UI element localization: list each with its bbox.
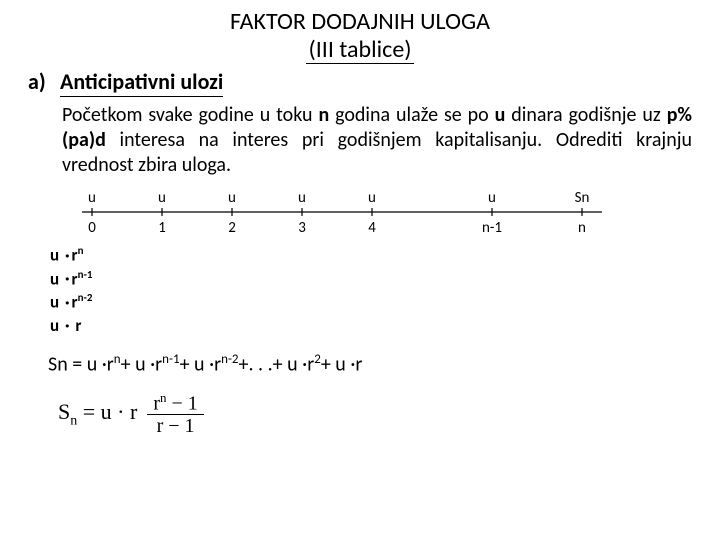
term-2-dot: · xyxy=(63,268,72,289)
formula-numerator: rn − 1 xyxy=(147,391,203,415)
para-b2: u xyxy=(495,103,506,127)
timeline-bottom-label: 2 xyxy=(228,219,236,237)
timeline-top-label: u xyxy=(368,189,376,207)
term-1-sup: n xyxy=(78,244,84,257)
sum-s2: n-1 xyxy=(162,352,179,367)
timeline-bottom-label: 4 xyxy=(368,219,376,237)
term-4-base: u xyxy=(50,315,63,336)
subtitle: (III tablice) xyxy=(306,36,413,65)
page-root: FAKTOR DODAJNIH ULOGA (III tablice) a) A… xyxy=(0,0,720,447)
term-1-dot: · xyxy=(63,245,72,266)
sum-s4: 2 xyxy=(314,352,321,367)
timeline-top-label: u xyxy=(488,189,496,207)
title-block: FAKTOR DODAJNIH ULOGA (III tablice) xyxy=(28,8,692,64)
section-heading: Anticipativni ulozi xyxy=(60,68,223,97)
timeline: u 0 u 1 u 2 u 3 u 4 u n-1 Sn n xyxy=(62,186,692,238)
sum-t5: u ·r xyxy=(335,353,362,377)
sum-t4: u ·r xyxy=(287,353,314,377)
para-post: interesa na interes pri godišnjem kapita… xyxy=(62,128,692,177)
timeline-top-label: u xyxy=(298,189,306,207)
para-mid1: godina ulaže se po xyxy=(329,103,494,127)
term-1-base: u xyxy=(50,245,63,266)
sum-p1: + xyxy=(121,353,135,377)
timeline-bottom-label: 0 xyxy=(88,219,96,237)
term-2-sup: n-1 xyxy=(78,268,93,281)
subtitle-wrap: (III tablice) xyxy=(28,36,692,65)
formula-lhs: Sn = u · r xyxy=(58,399,137,429)
sum-s1: n xyxy=(114,352,121,367)
timeline-top-label: u xyxy=(88,189,96,207)
sum-s3: n-2 xyxy=(221,352,238,367)
term-3-base: u xyxy=(50,292,63,313)
formula-fraction: rn − 1 r − 1 xyxy=(147,391,203,438)
term-3: u ·rn-2 xyxy=(50,291,692,315)
term-1: u ·rn xyxy=(50,244,692,268)
main-title: FAKTOR DODAJNIH ULOGA xyxy=(28,8,692,36)
sum-p2: + xyxy=(180,353,194,377)
sum-p4: + xyxy=(321,353,335,377)
formula-S: S xyxy=(58,399,70,424)
term-4-dot: · xyxy=(63,315,72,336)
para-b1: n xyxy=(318,103,329,127)
timeline-bottom-label: 3 xyxy=(298,219,306,237)
formula-eq: = u · r xyxy=(77,399,137,424)
term-2-base: u xyxy=(50,268,63,289)
timeline-top-label: u xyxy=(158,189,166,207)
formula-num-a: r xyxy=(153,392,160,414)
para-mid2: dinara godišnje uz xyxy=(505,103,666,127)
term-3-dot: · xyxy=(63,292,72,313)
para-pre1: Početkom svake godine u toku xyxy=(62,103,318,127)
problem-paragraph: Početkom svake godine u toku n godina ul… xyxy=(62,103,692,178)
closed-form-formula: Sn = u · r rn − 1 r − 1 xyxy=(58,391,692,438)
timeline-bottom-label: n xyxy=(578,219,586,237)
timeline-bottom-label: n-1 xyxy=(482,219,502,237)
sum-dots: +. . .+ xyxy=(239,353,288,377)
formula-num-b: − 1 xyxy=(166,392,197,414)
sum-line: Sn = u ·rn+ u ·rn-1+ u ·rn-2+. . .+ u ·r… xyxy=(48,352,692,377)
timeline-svg: u 0 u 1 u 2 u 3 u 4 u n-1 Sn n xyxy=(62,186,622,238)
sum-t3: u ·r xyxy=(194,353,221,377)
term-4-r: r xyxy=(72,315,82,336)
term-3-sup: n-2 xyxy=(78,291,93,304)
formula-denominator: r − 1 xyxy=(151,415,201,437)
sum-t1: u ·r xyxy=(87,353,114,377)
term-4: u · r xyxy=(50,315,692,338)
timeline-top-label: Sn xyxy=(575,189,590,207)
sum-lhs: Sn = xyxy=(48,353,87,377)
timeline-bottom-label: 1 xyxy=(158,219,166,237)
timeline-top-label: u xyxy=(228,189,236,207)
section-row: a) Anticipativni ulozi xyxy=(28,68,692,97)
sum-t2: u ·r xyxy=(135,353,162,377)
terms-list: u ·rn u ·rn-1 u ·rn-2 u · r xyxy=(50,244,692,338)
section-marker: a) xyxy=(28,68,60,95)
term-2: u ·rn-1 xyxy=(50,268,692,292)
